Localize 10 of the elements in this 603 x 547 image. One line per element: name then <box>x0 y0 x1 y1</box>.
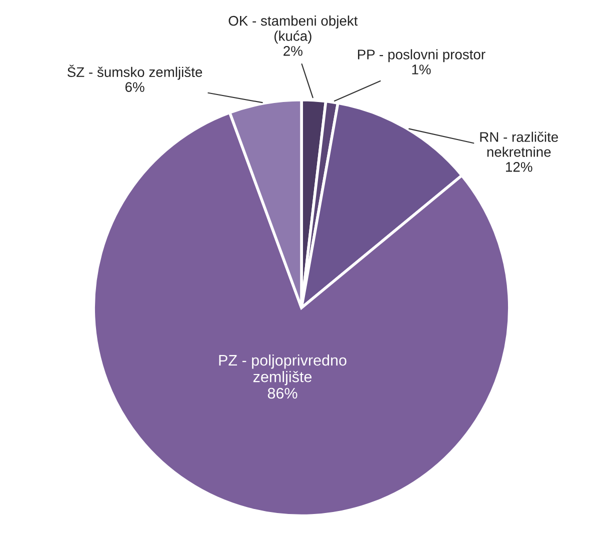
slice-label: ŠZ - šumsko zemljište <box>67 64 202 80</box>
slice-label: PP - poslovni prostor <box>358 49 486 62</box>
slice-label: PZ - poljoprivredno zemljište <box>219 354 346 386</box>
data-label: 86% <box>268 388 298 399</box>
data-label: 1% <box>412 64 431 74</box>
data-label: 6% <box>125 82 144 92</box>
slice-label: RN - različite nekretnine <box>480 132 558 157</box>
slice-label: OK - stambeni objekt (kuća) <box>228 16 358 44</box>
data-label: 2% <box>284 46 302 56</box>
data-label: 12% <box>506 162 532 172</box>
